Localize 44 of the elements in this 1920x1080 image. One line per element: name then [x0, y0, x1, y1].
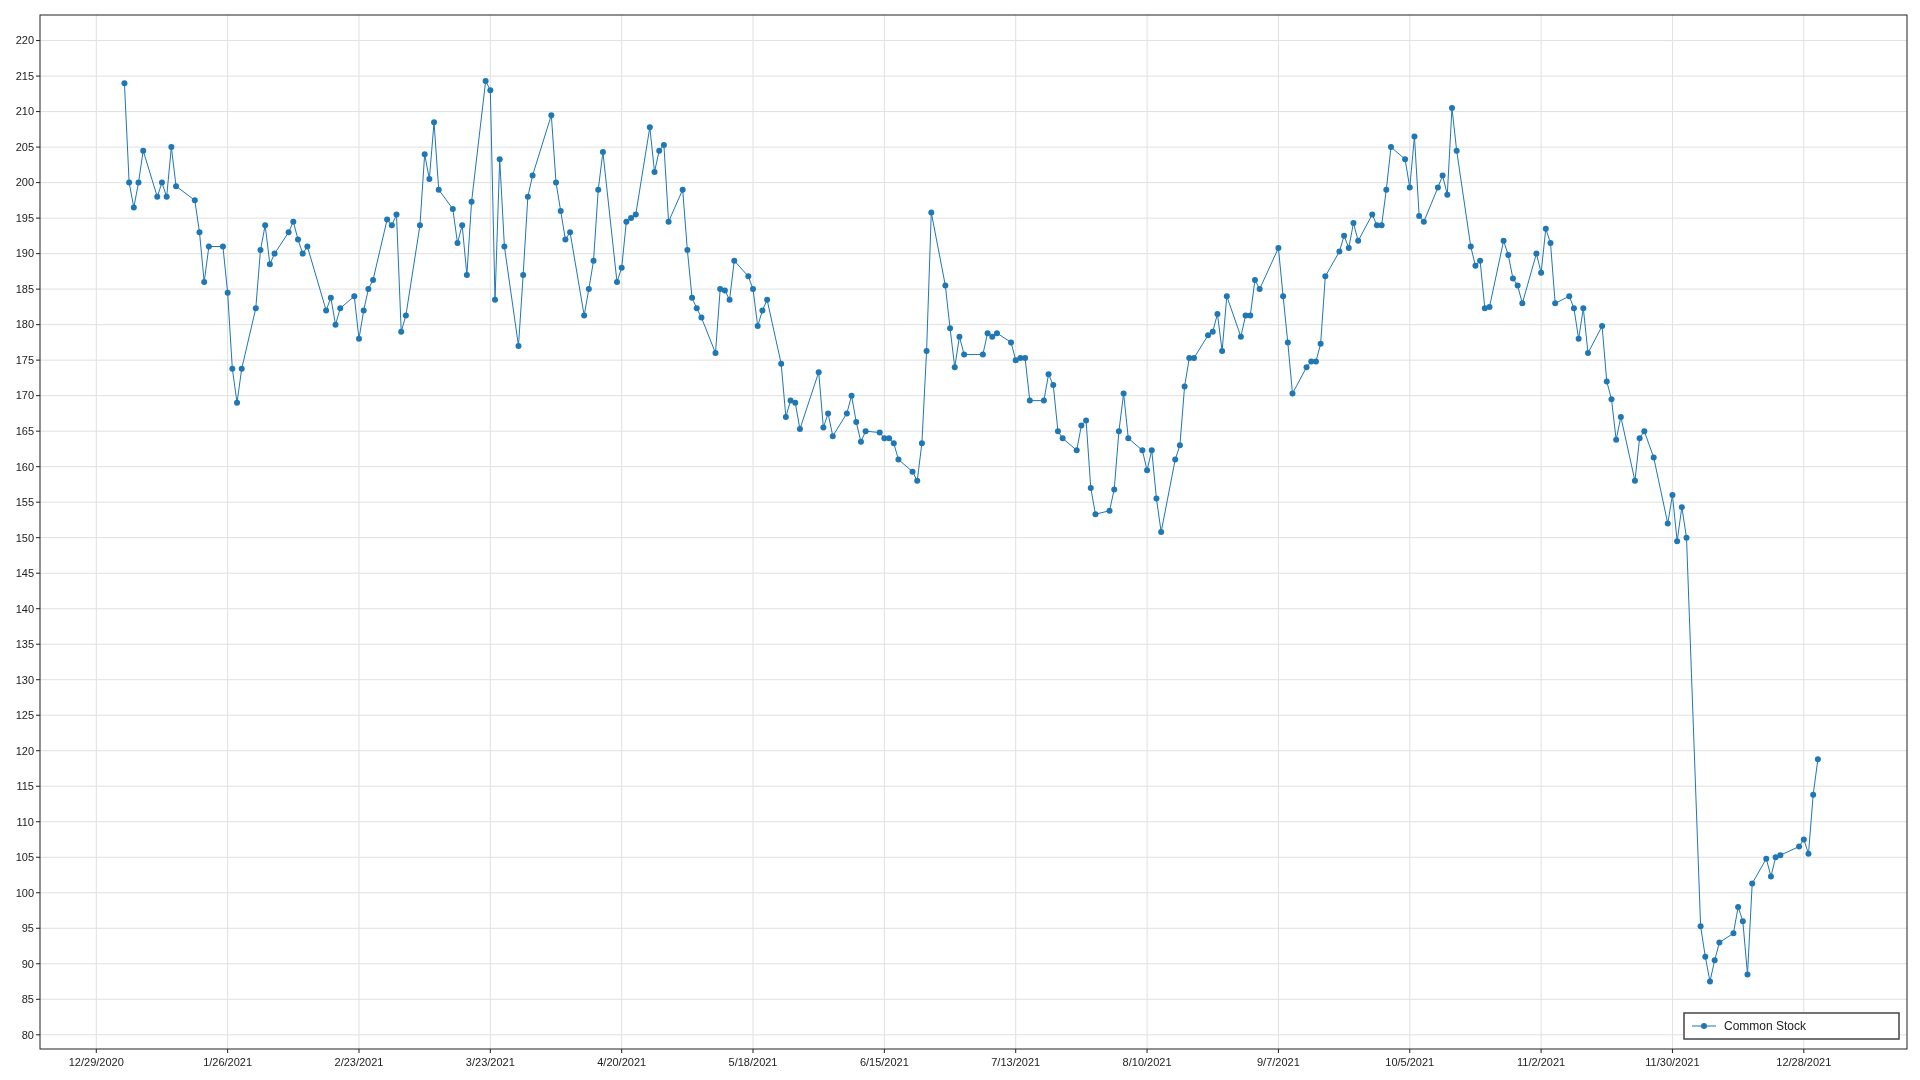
y-tick-label: 175	[15, 353, 34, 366]
y-tick-label: 160	[15, 460, 34, 473]
x-tick-label: 8/10/2021	[1122, 1056, 1172, 1068]
legend-label: Common Stock	[1724, 1019, 1808, 1034]
y-tick-label: 105	[15, 851, 34, 864]
y-tick-label: 145	[15, 567, 34, 580]
y-tick-label: 135	[15, 638, 34, 651]
y-tick-label: 140	[15, 602, 34, 615]
y-tick-label: 95	[21, 922, 34, 935]
x-tick-label: 12/29/2020	[68, 1056, 124, 1068]
y-tick-label: 210	[15, 105, 34, 118]
y-tick-label: 100	[15, 886, 34, 899]
y-tick-label: 215	[15, 69, 34, 82]
x-tick-label: 2/23/2021	[334, 1056, 384, 1068]
x-tick-label: 1/26/2021	[203, 1056, 253, 1068]
y-tick-label: 155	[15, 496, 34, 509]
x-tick-label: 5/18/2021	[728, 1056, 778, 1068]
x-tick-label: 11/2/2021	[1517, 1056, 1566, 1068]
y-tick-label: 85	[21, 993, 34, 1006]
y-tick-label: 220	[15, 34, 34, 47]
y-tick-label: 170	[15, 389, 34, 402]
y-tick-label: 150	[15, 531, 34, 544]
y-tick-label: 90	[21, 957, 34, 970]
y-tick-label: 80	[21, 1028, 34, 1041]
y-tick-label: 205	[15, 140, 34, 153]
x-tick-label: 12/28/2021	[1776, 1056, 1832, 1068]
y-tick-label: 125	[15, 709, 34, 722]
y-tick-label: 120	[15, 744, 34, 757]
x-tick-label: 3/23/2021	[465, 1056, 515, 1068]
y-tick-label: 185	[15, 282, 34, 295]
x-tick-label: 7/13/2021	[991, 1056, 1041, 1068]
x-tick-label: 6/15/2021	[859, 1056, 909, 1068]
x-tick-label: 11/30/2021	[1645, 1056, 1700, 1068]
y-tick-label: 200	[15, 176, 34, 189]
y-tick-label: 190	[15, 247, 34, 260]
x-tick-label: 9/7/2021	[1257, 1056, 1300, 1068]
x-tick-label: 4/20/2021	[597, 1056, 647, 1068]
y-tick-label: 130	[15, 673, 34, 686]
y-tick-label: 180	[15, 318, 34, 331]
x-tick-label: 10/5/2021	[1385, 1056, 1435, 1068]
y-tick-label: 115	[16, 780, 34, 793]
y-tick-label: 110	[16, 815, 34, 828]
y-tick-label: 165	[15, 425, 34, 438]
y-tick-label: 195	[15, 211, 34, 224]
